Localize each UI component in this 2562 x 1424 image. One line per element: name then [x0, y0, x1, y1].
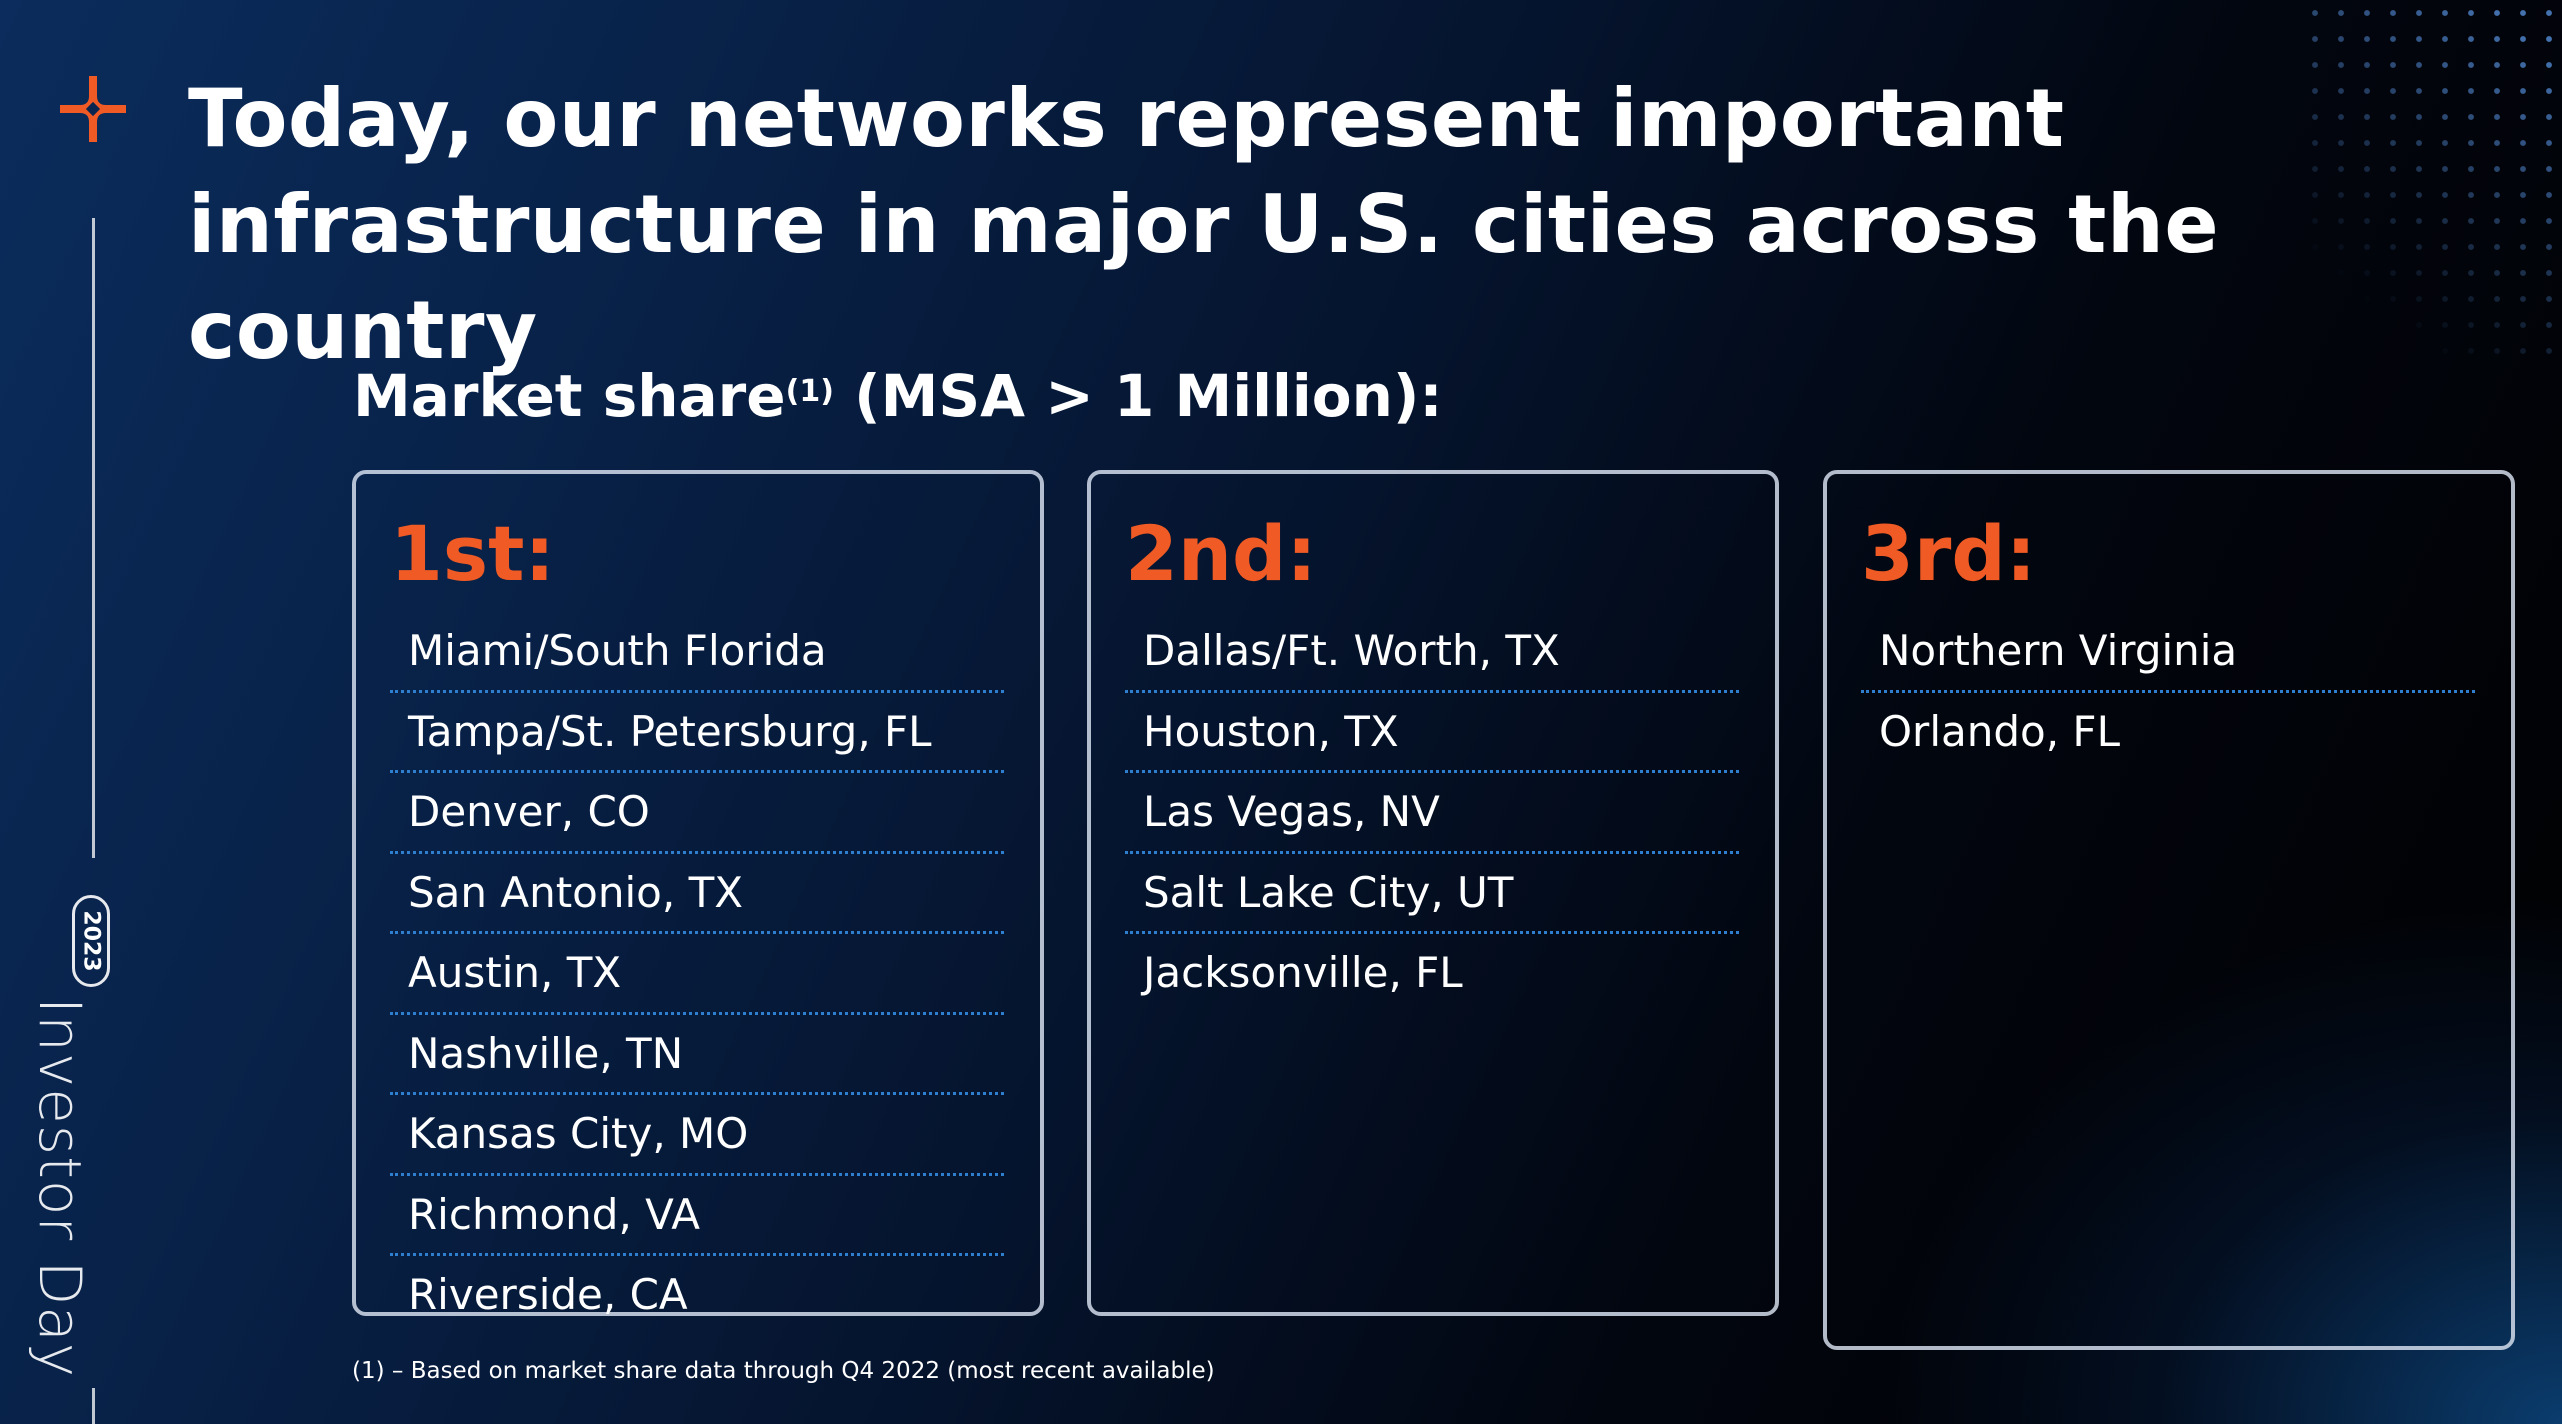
city-item: Denver, CO [390, 773, 1004, 854]
city-item: Las Vegas, NV [1125, 773, 1739, 854]
city-list: Northern Virginia Orlando, FL [1861, 612, 2475, 770]
section-heading: Market share(1) (MSA > 1 Million): [353, 358, 1443, 434]
market-card-3rd: 3rd: Northern Virginia Orlando, FL [1823, 470, 2515, 1350]
section-heading-text: Market share [353, 362, 786, 430]
rank-label: 2nd: [1125, 509, 1317, 598]
city-item: Miami/South Florida [390, 612, 1004, 693]
city-item: Richmond, VA [390, 1176, 1004, 1256]
footnote: (1) – Based on market share data through… [352, 1358, 1215, 1384]
city-item: Riverside, CA [408, 1270, 688, 1319]
city-item: Nashville, TN [390, 1015, 1004, 1095]
event-branding: 2023 Investor Day [26, 895, 128, 1378]
city-item: Northern Virginia [1861, 612, 2475, 693]
year-badge: 2023 [72, 895, 110, 987]
city-list: Dallas/Ft. Worth, TX Houston, TX Las Veg… [1125, 612, 1739, 1012]
city-item: Kansas City, MO [390, 1095, 1004, 1176]
city-item: Salt Lake City, UT [1125, 854, 1739, 934]
rail-divider-bottom [92, 1388, 95, 1424]
rank-label: 3rd: [1861, 509, 2037, 598]
page-title: Today, our networks represent important … [188, 66, 2468, 384]
dot-pattern-decoration [2302, 0, 2562, 370]
section-heading-suffix: (MSA > 1 Million): [833, 362, 1443, 430]
page-title-line-2: infrastructure in major U.S. cities acro… [188, 178, 2220, 377]
event-name: Investor Day [26, 997, 94, 1379]
market-card-1st: 1st: Miami/South Florida Tampa/St. Peter… [352, 470, 1044, 1319]
city-list: Miami/South Florida Tampa/St. Petersburg… [390, 612, 1004, 1334]
rail-divider-top [92, 218, 95, 858]
city-item: Austin, TX [390, 934, 1004, 1015]
city-item: Dallas/Ft. Worth, TX [1125, 612, 1739, 693]
city-item: Tampa/St. Petersburg, FL [390, 693, 1004, 773]
city-item: Jacksonville, FL [1143, 948, 1463, 997]
footnote-marker: (1) [785, 374, 834, 409]
brand-cross-icon [60, 76, 126, 142]
market-card-2nd: 2nd: Dallas/Ft. Worth, TX Houston, TX La… [1087, 470, 1779, 1316]
city-item: San Antonio, TX [390, 854, 1004, 934]
year-label: 2023 [78, 910, 104, 972]
city-item: Orlando, FL [1879, 706, 2120, 756]
city-item: Houston, TX [1125, 693, 1739, 773]
page-title-line-1: Today, our networks represent important [188, 72, 2065, 165]
rank-label: 1st: [390, 509, 555, 598]
